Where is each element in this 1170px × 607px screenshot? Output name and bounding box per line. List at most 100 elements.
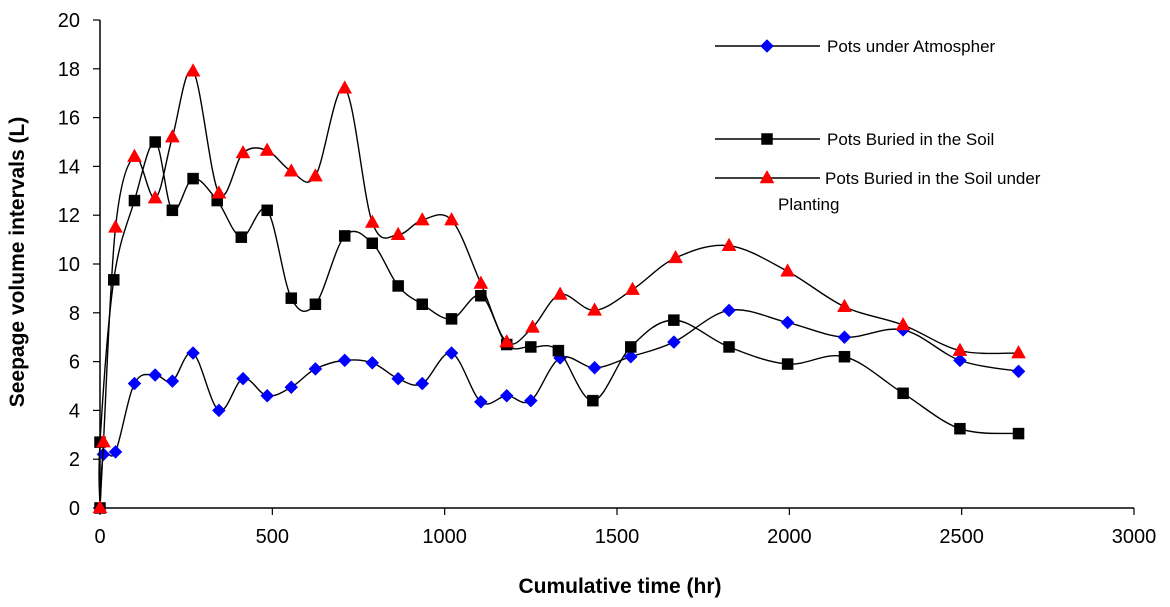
series-planted <box>92 63 1026 514</box>
series-line-buried <box>98 141 1019 509</box>
data-point-planted <box>444 212 459 226</box>
data-point-buried <box>668 314 680 326</box>
data-point-planted <box>337 80 353 94</box>
data-point-buried <box>392 280 404 292</box>
legend-label: Pots Buried in the Soil under <box>825 169 1041 188</box>
data-point-atmosphere <box>308 362 323 376</box>
data-point-buried <box>587 394 599 407</box>
data-point-planted <box>390 226 406 240</box>
data-point-atmosphere <box>108 445 123 459</box>
data-point-atmosphere <box>474 395 488 409</box>
data-point-atmosphere <box>780 315 795 330</box>
y-tick-label: 8 <box>69 303 80 325</box>
data-point-planted <box>552 286 568 300</box>
legend-marker <box>760 39 774 53</box>
data-point-buried <box>552 344 565 357</box>
data-point-planted <box>127 148 142 162</box>
data-point-buried <box>285 292 298 304</box>
legend-item: Pots Buried in the Soil under Planting <box>715 169 1041 214</box>
data-point-planted <box>164 129 180 143</box>
series-atmosphere <box>93 303 1026 515</box>
y-tick-label: 10 <box>58 254 80 276</box>
data-point-buried <box>166 204 179 217</box>
data-point-atmosphere <box>127 376 142 391</box>
y-axis-title: Seepage volume intervals (L) <box>6 117 29 408</box>
y-tick-label: 4 <box>69 400 80 422</box>
data-point-atmosphere <box>165 374 180 388</box>
data-point-planted <box>108 219 123 233</box>
data-point-atmosphere <box>722 303 736 318</box>
data-point-buried <box>625 341 637 353</box>
data-point-atmosphere <box>444 346 459 360</box>
legend-item: Pots Buried in the Soil <box>715 130 994 149</box>
data-point-atmosphere <box>667 335 681 349</box>
data-point-buried <box>416 298 429 311</box>
data-point-planted <box>587 302 603 316</box>
data-point-buried <box>723 341 735 353</box>
data-point-atmosphere <box>212 403 226 418</box>
x-tick-label: 1000 <box>422 526 467 548</box>
y-tick-label: 18 <box>58 59 80 81</box>
data-point-buried <box>525 341 537 353</box>
x-axis-title: Cumulative time (hr) <box>518 575 721 598</box>
data-point-buried <box>366 237 379 250</box>
data-point-buried <box>897 387 909 400</box>
data-point-planted <box>185 63 201 77</box>
data-point-buried <box>235 231 248 243</box>
data-point-planted <box>780 263 796 277</box>
series-line-atmosphere <box>99 309 1019 509</box>
data-point-atmosphere <box>1011 364 1026 379</box>
data-point-planted <box>625 281 640 295</box>
data-point-planted <box>92 499 108 514</box>
y-tick-label: 16 <box>58 108 80 130</box>
y-tick-label: 6 <box>69 352 80 374</box>
data-point-buried <box>149 136 161 148</box>
legend-label: Pots under Atmospher <box>827 37 996 56</box>
data-point-atmosphere <box>284 380 299 395</box>
data-point-buried <box>838 350 851 363</box>
data-point-atmosphere <box>415 376 430 391</box>
data-point-atmosphere <box>148 368 163 382</box>
legend-item: Pots under Atmospher <box>715 37 996 56</box>
data-point-buried <box>261 204 273 217</box>
y-tick-label: 12 <box>58 205 80 227</box>
data-point-planted <box>96 434 111 448</box>
data-point-planted <box>499 334 515 348</box>
series-layer <box>92 63 1026 515</box>
data-point-planted <box>414 212 430 226</box>
data-point-atmosphere <box>953 353 967 368</box>
data-point-planted <box>721 237 737 251</box>
y-tick-label: 0 <box>69 498 80 520</box>
legend: Pots under Atmospher Pots Buried in the S… <box>715 37 1041 214</box>
data-point-planted <box>283 163 299 177</box>
data-point-planted <box>147 190 163 204</box>
data-point-buried <box>954 422 966 435</box>
data-point-planted <box>307 168 323 182</box>
data-point-buried <box>187 172 199 185</box>
data-point-planted <box>235 144 251 159</box>
x-tick-label: 500 <box>256 526 289 548</box>
data-point-buried <box>781 358 794 370</box>
x-tick-label: 0 <box>94 526 105 548</box>
y-tick-label: 2 <box>69 449 80 471</box>
data-point-planted <box>525 319 540 333</box>
legend-marker <box>759 169 775 184</box>
data-point-planted <box>211 185 227 199</box>
data-point-buried <box>128 194 141 207</box>
data-point-planted <box>952 342 968 356</box>
data-point-atmosphere <box>587 360 602 375</box>
data-point-atmosphere <box>260 388 275 403</box>
data-point-atmosphere <box>391 371 405 386</box>
legend-label-line2: Planting <box>778 195 839 214</box>
x-tick-label: 2000 <box>767 526 812 548</box>
data-point-planted <box>473 275 489 289</box>
axes: 0 2 4 6 8 10 12 14 16 18 20 0 500 1000 1500 2000 2500 300… <box>58 10 1157 548</box>
data-point-buried <box>309 298 322 311</box>
data-point-atmosphere <box>236 371 250 386</box>
data-point-atmosphere <box>837 330 852 345</box>
data-point-atmosphere <box>623 349 638 364</box>
legend-marker <box>761 133 773 145</box>
data-point-buried <box>108 274 120 286</box>
data-point-buried <box>338 230 351 242</box>
